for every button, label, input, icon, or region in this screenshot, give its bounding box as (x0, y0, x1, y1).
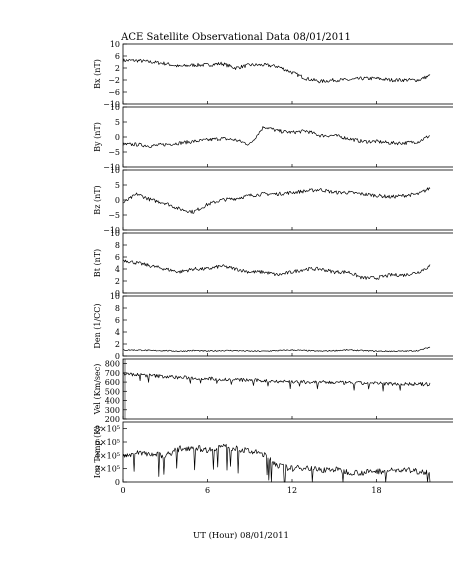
y-tick-label: 10 (110, 40, 120, 49)
y-axis-label: By (nT) (93, 122, 102, 152)
y-tick-label: 500 (105, 387, 120, 396)
y-tick-label: 8 (115, 241, 120, 250)
y-tick-label: 0 (115, 196, 120, 205)
x-tick-label: 18 (371, 486, 381, 495)
y-tick-label: 5 (115, 118, 120, 127)
y-tick-label: −2 (108, 76, 120, 85)
y-tick-label: 4 (115, 265, 120, 274)
y-tick-label: 8 (115, 304, 120, 313)
y-tick-label: 2 (115, 64, 120, 73)
y-tick-label: 8×10⁵ (95, 425, 120, 434)
y-tick-label: 0 (115, 289, 120, 298)
y-tick-label: −6 (108, 88, 120, 97)
panel-frame (122, 232, 453, 294)
y-axis-label: Vel (Km/sec) (93, 364, 102, 416)
series-line (122, 259, 431, 280)
panel-frame (122, 358, 453, 420)
x-axis: 0612180 (120, 486, 381, 495)
y-tick-label: 4 (115, 328, 120, 337)
x-tick-label: 12 (287, 486, 297, 495)
y-tick-label: −10 (103, 100, 120, 109)
y-tick-label: 0 (115, 478, 120, 487)
series-line (122, 58, 431, 84)
y-tick-label: 6×10⁵ (95, 438, 120, 447)
x-tick-label: 6 (205, 486, 210, 495)
y-tick-label: 300 (105, 406, 120, 415)
panel-frame (122, 169, 453, 231)
vel-shade-left (123, 359, 126, 419)
y-tick-label: 10 (110, 103, 120, 112)
y-tick-label: 6 (115, 253, 120, 262)
y-tick-label: 6 (115, 316, 120, 325)
series-line (122, 126, 430, 148)
y-tick-label: 2×10⁵ (95, 465, 120, 474)
series-line (122, 443, 431, 483)
panel-3: 10 5 0 −5 −10 Bz (nT) (93, 166, 453, 235)
y-tick-label: 5 (115, 181, 120, 190)
y-axis-label: Den (1/CC) (93, 303, 102, 348)
x-axis-label: UT (Hour) 08/01/2011 (193, 530, 289, 541)
y-axis-label: Bx (nT) (93, 59, 102, 89)
y-tick-label: 10 (110, 166, 120, 175)
y-tick-label: 6 (115, 52, 120, 61)
y-tick-label: 10 (110, 229, 120, 238)
panel-4: 10 8 6 4 2 0 Bt (nT) (93, 229, 453, 298)
panel-frame (122, 43, 453, 105)
panel-frame (122, 295, 453, 357)
y-tick-label: 800 (105, 360, 120, 369)
y-tick-label: 200 (105, 415, 120, 424)
y-tick-label: 0 (115, 352, 120, 361)
y-tick-label: 700 (105, 369, 120, 378)
panel-7: 8×10⁵ 6×10⁵ 4×10⁵ 2×10⁵ 0 Ion Temp (K) (93, 421, 453, 487)
panel-2: 10 5 0 −5 −10 By (nT) (93, 103, 453, 172)
x-tick-label: 0 (120, 486, 125, 495)
y-tick-label: 10 (110, 292, 120, 301)
panels-group: 10 6 2 −2 −6 −10 Bx (nT) 10 5 0 −5 −10 By (nT) 10 5 0 −5… (93, 40, 453, 487)
series-line (123, 346, 431, 353)
y-tick-label: 0 (115, 133, 120, 142)
y-tick-label: −10 (103, 226, 120, 235)
y-tick-label: 4×10⁵ (95, 451, 120, 460)
series-line (122, 372, 431, 392)
chart-title: ACE Satellite Observational Data 08/01/2… (120, 32, 351, 43)
y-tick-label: 400 (105, 397, 120, 406)
y-tick-label: 2 (115, 340, 120, 349)
y-tick-label: −5 (108, 148, 120, 157)
y-tick-label: −5 (108, 211, 120, 220)
y-tick-label: 2 (115, 277, 120, 286)
y-axis-label: Bz (nT) (93, 185, 102, 214)
series-line (122, 187, 431, 214)
y-axis-label: Bt (nT) (93, 249, 102, 277)
panel-frame (122, 106, 453, 168)
panel-1: 10 6 2 −2 −6 −10 Bx (nT) (93, 40, 453, 109)
y-axis-label: Ion Temp (K) (93, 426, 102, 479)
panel-5: 10 8 6 4 2 0 Den (1/CC) (93, 292, 453, 361)
y-tick-label: 600 (105, 378, 120, 387)
y-tick-label: −10 (103, 163, 120, 172)
